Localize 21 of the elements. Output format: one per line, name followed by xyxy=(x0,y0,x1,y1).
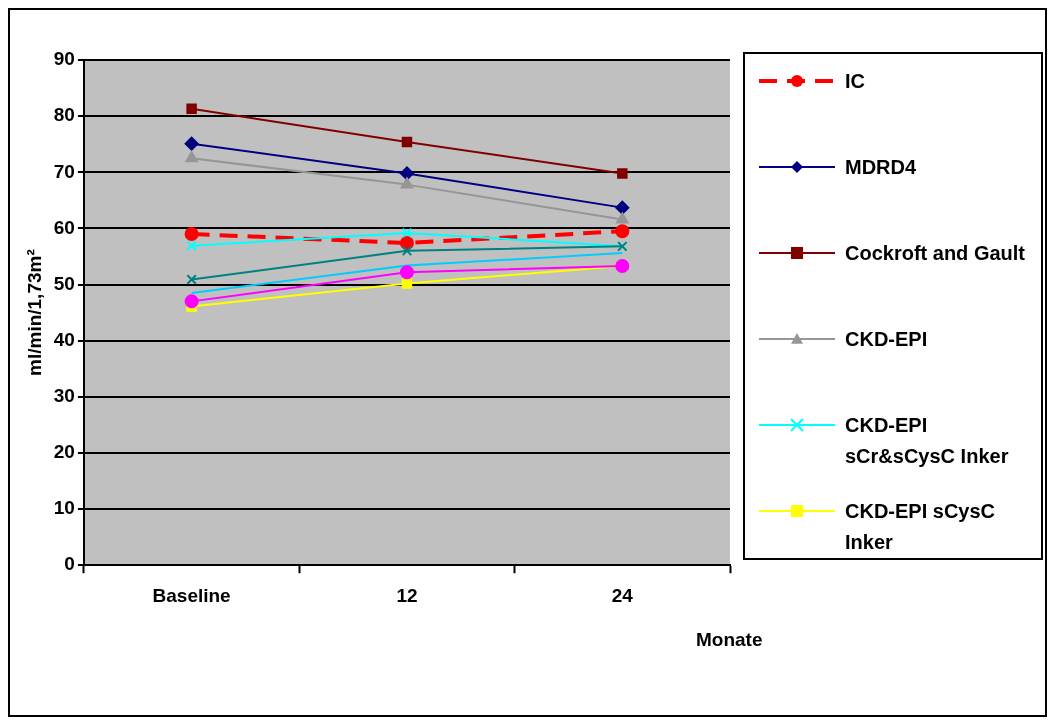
legend-label: Cockroft and Gault xyxy=(845,241,1026,266)
y-tick-label: 50 xyxy=(53,272,75,294)
x-axis-title: Monate xyxy=(696,629,763,651)
legend-label: CKD-EPI xyxy=(845,327,929,352)
y-tick-label: 30 xyxy=(53,385,75,407)
y-tick-label: 20 xyxy=(53,441,75,463)
y-tick-label: 80 xyxy=(53,104,75,126)
y-tick-label: 70 xyxy=(53,160,75,182)
y-tick-label: 10 xyxy=(53,497,75,519)
y-tick-label: 60 xyxy=(53,216,75,238)
legend-label: IC xyxy=(845,69,866,94)
legend-label: MDRD4 xyxy=(845,155,918,180)
x-tick-label: 12 xyxy=(396,584,418,606)
y-tick-label: 0 xyxy=(64,553,75,575)
x-tick-label: 24 xyxy=(611,584,634,606)
y-tick-label: 40 xyxy=(53,328,75,350)
legend-label: CKD-EPI sCr&sCysC Inker xyxy=(845,413,1010,469)
y-tick-label: 90 xyxy=(53,48,75,70)
y-axis-title: ml/min/1,73m² xyxy=(23,249,45,376)
x-tick-label: Baseline xyxy=(152,584,231,606)
legend-label: CKD-EPI sCysC Inker xyxy=(845,499,997,555)
